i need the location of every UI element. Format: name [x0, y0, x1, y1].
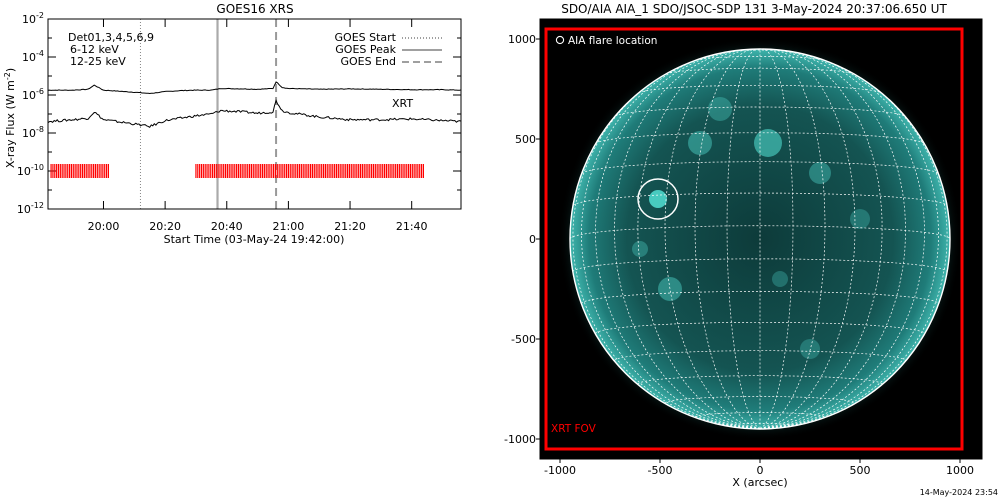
longitude-line	[572, 64, 761, 429]
longitude-line	[759, 48, 826, 429]
goes-xtick-label: 21:20	[334, 220, 366, 233]
flare-location-marker	[637, 178, 679, 220]
latitude-line	[595, 321, 925, 334]
aia-ytick-label: -1000	[504, 433, 536, 446]
latitude-line	[666, 67, 854, 75]
longitude-line	[759, 64, 948, 429]
goes-ytick-label: 10-12	[17, 201, 44, 216]
longitude-line	[637, 49, 761, 429]
goes-flux-series-2	[47, 99, 462, 128]
active-region	[708, 97, 732, 121]
aia-xtick-label: 500	[850, 464, 871, 477]
goes-xtick-label: 21:40	[396, 220, 428, 233]
aia-panel: SDO/AIA AIA_1 SDO/JSOC-SDP 131 3-May-202…	[504, 2, 983, 489]
goes-xtick-label: 20:00	[88, 220, 120, 233]
xrt-fov-box	[544, 27, 964, 451]
goes-title: GOES16 XRS	[216, 2, 293, 16]
goes-energy-label-6-12: 6-12 keV	[70, 43, 119, 56]
goes-ytick-label: 10-2	[22, 11, 44, 26]
longitude-line	[759, 50, 925, 429]
active-region	[800, 339, 820, 359]
latitude-line	[595, 132, 925, 144]
footer-date: 14-May-2024 23:54	[920, 488, 998, 497]
xrt-coverage-block-1	[50, 164, 110, 178]
heliographic-grid	[569, 48, 951, 429]
flare-legend-symbol	[555, 35, 565, 45]
goes-ytick-label: 10-6	[22, 87, 44, 102]
goes-xrt-label: XRT	[392, 97, 413, 110]
xrt-fov-label: XRT FOV	[551, 423, 597, 435]
xrt-coverage-block-2	[195, 164, 424, 178]
longitude-line	[759, 49, 883, 429]
aia-ytick-label: 0	[529, 233, 536, 246]
goes-ylabel: X-ray Flux (W m-2)	[3, 68, 18, 168]
latitude-line	[614, 350, 906, 361]
latitude-line	[572, 192, 948, 206]
goes-legend: GOES Start GOES Peak GOES End	[335, 31, 442, 68]
latitude-line	[638, 84, 882, 94]
aia-xtick-label: -500	[648, 464, 673, 477]
longitude-line	[595, 50, 761, 429]
latitude-line	[694, 412, 826, 418]
active-region	[754, 129, 782, 157]
longitude-line	[694, 48, 761, 429]
goes-plot-frame	[47, 18, 462, 210]
goes-flux-series-1	[47, 81, 462, 95]
aia-xtick-label: -1000	[544, 464, 576, 477]
aia-image	[540, 19, 982, 459]
legend-goes-peak-label: GOES Peak	[335, 43, 396, 56]
flare-legend-label: AIA flare location	[568, 35, 657, 47]
active-region	[850, 209, 870, 229]
aia-ytick-label: -500	[511, 333, 536, 346]
active-region	[809, 162, 831, 184]
goes-xtick-label: 20:40	[211, 220, 243, 233]
goes-ytick-label: 10-10	[17, 163, 44, 178]
aia-title: SDO/AIA AIA_1 SDO/JSOC-SDP 131 3-May-202…	[561, 2, 947, 16]
goes-det-label: Det01,3,4,5,6,9	[68, 31, 154, 44]
goes-panel: GOES16 XRS X-ray Flux (W m-2) Start Time…	[3, 2, 462, 246]
goes-energy-label-12-25: 12-25 keV	[70, 55, 126, 68]
goes-plot-area	[47, 19, 462, 209]
legend-goes-end-label: GOES End	[340, 55, 396, 68]
active-region	[658, 277, 682, 301]
aia-axes: -1000 -500 0 500 1000 1000 500 0 -500 -1000	[504, 33, 974, 477]
aia-ytick-label: 500	[515, 133, 536, 146]
latitude-line	[637, 375, 883, 385]
goes-xlabel: Start Time (03-May-24 19:42:00)	[164, 233, 345, 246]
goes-xtick-label: 21:00	[273, 220, 305, 233]
longitude-line	[759, 52, 939, 429]
longitude-line	[581, 52, 761, 429]
goes-axes: 10-2 10-4 10-6 10-8 10-10 10-12 20:00 20:20 20:4…	[17, 11, 461, 233]
active-regions	[632, 97, 870, 359]
legend-goes-start-label: GOES Start	[335, 31, 397, 44]
aia-ytick-label: 1000	[508, 33, 536, 46]
goes-ytick-label: 10-8	[22, 125, 44, 140]
goes-ytick-label: 10-4	[22, 49, 44, 64]
aia-xlabel: X (arcsec)	[732, 476, 787, 489]
solar-limb	[569, 48, 951, 430]
latitude-line	[696, 56, 824, 61]
active-region	[632, 241, 648, 257]
active-region	[688, 131, 712, 155]
aia-xtick-label: 0	[757, 464, 764, 477]
active-region	[649, 190, 667, 208]
active-region	[772, 271, 788, 287]
aia-xtick-label: 1000	[946, 464, 974, 477]
goes-xtick-label: 20:20	[149, 220, 181, 233]
